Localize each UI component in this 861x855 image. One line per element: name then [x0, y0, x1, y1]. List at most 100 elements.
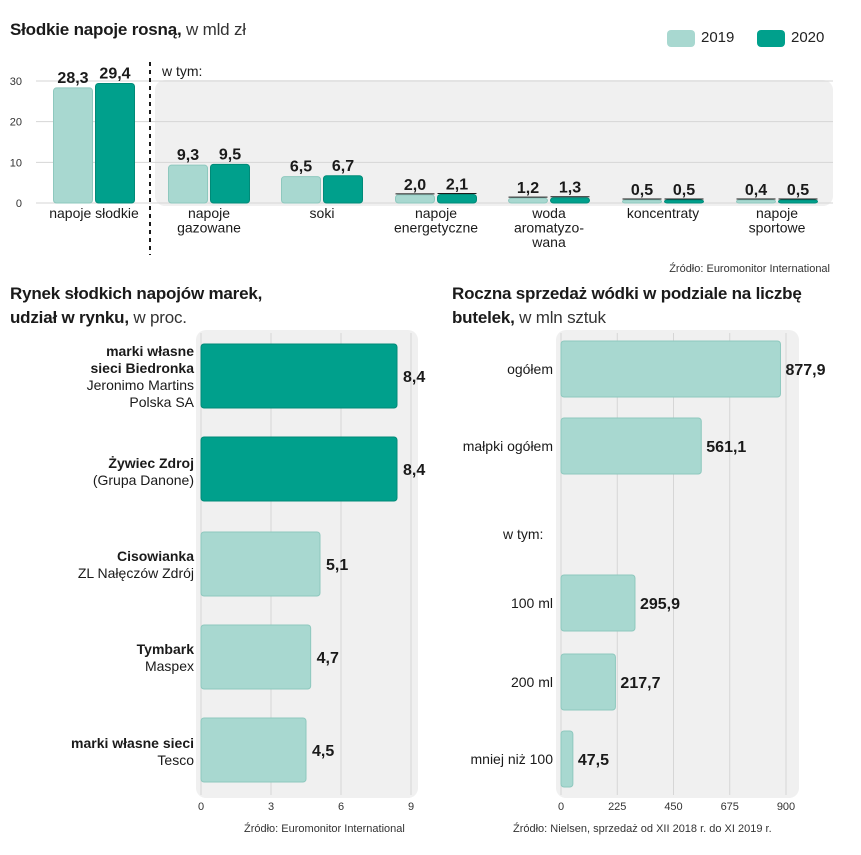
category-label: ogółem [507, 361, 553, 377]
legend-label-2020: 2020 [791, 29, 825, 46]
left-cat5-line1: marki własne sieci [71, 735, 194, 751]
bar-2019 [622, 199, 662, 204]
x-tick-label: 900 [777, 801, 795, 813]
left-cat3-line2: ZL Nałęczów Zdrój [77, 565, 194, 581]
y-tick-label: 20 [10, 117, 22, 129]
data-label: 2,1 [446, 176, 468, 193]
category-label: gazowane [177, 220, 241, 236]
data-label: 1,3 [559, 180, 581, 197]
data-label: 47,5 [578, 752, 609, 769]
data-label: 1,2 [517, 180, 539, 197]
top-title-bold: Słodkie napoje rosną, [10, 20, 182, 39]
bar-2020 [95, 82, 135, 204]
x-tick-label: 0 [198, 801, 204, 813]
category-label: sportowe [749, 220, 806, 236]
data-label: 4,7 [317, 650, 339, 667]
category-label: wana [531, 234, 566, 250]
data-label: 217,7 [620, 675, 660, 692]
bar-2019 [395, 194, 435, 204]
right-source: Źródło: Nielsen, sprzedaż od XII 2018 r.… [513, 823, 772, 835]
bar [200, 343, 398, 409]
bar [200, 531, 321, 597]
data-label: 9,3 [177, 147, 199, 164]
chart-panel-background [556, 330, 799, 798]
category-label: mniej niż 100 [471, 751, 554, 767]
right-w-tym-label: w tym: [503, 526, 544, 542]
left-cat1-line4: Polska SA [129, 394, 194, 410]
y-tick-label: 10 [10, 157, 22, 169]
legend-swatch-2019 [667, 30, 695, 47]
bar-2019 [168, 164, 208, 204]
bar-2020 [210, 163, 250, 204]
left-category-3: Cisowianka ZL Nałęczów Zdrój [0, 548, 194, 582]
data-label: 8,4 [403, 369, 425, 386]
right-title-unit: w mln sztuk [519, 308, 606, 327]
left-category-2: Żywiec Zdroj (Grupa Danone) [0, 455, 194, 489]
category-label: soki [310, 205, 335, 221]
left-category-1: marki własne sieci Biedronka Jeronimo Ma… [0, 343, 194, 411]
left-source: Źródło: Euromonitor International [244, 823, 405, 835]
category-label: koncentraty [627, 205, 699, 221]
left-cat1-line1: marki własne [106, 343, 194, 359]
left-cat3-line1: Cisowianka [116, 548, 194, 564]
bar-2020 [778, 199, 818, 204]
left-chart-title-line2: udział w rynku, w proc. [10, 308, 187, 328]
bar-2019 [53, 87, 93, 204]
bar [560, 574, 636, 632]
bar [200, 717, 307, 783]
category-label: napoje [415, 205, 457, 221]
left-category-4: Tymbark Maspex [0, 641, 194, 675]
x-tick-label: 3 [268, 801, 274, 813]
bar [560, 340, 781, 398]
right-chart-title-line2: butelek, w mln sztuk [452, 308, 606, 328]
category-label: energetyczne [394, 220, 478, 236]
left-cat4-line1: Tymbark [136, 641, 194, 657]
data-label: 5,1 [326, 557, 348, 574]
top-chart: 0 10 20 30 28,3 29,4 napoje słodkie 9,3 9,5 napoj… [10, 62, 833, 255]
x-tick-label: 450 [664, 801, 682, 813]
top-title-unit: w mld zł [186, 20, 246, 39]
left-title-bold: udział w rynku, [10, 308, 129, 327]
data-label: 0,5 [631, 182, 653, 199]
bar-2019 [736, 199, 776, 204]
bar-2020 [664, 199, 704, 204]
data-label: 29,4 [99, 65, 130, 82]
category-label: małpki ogółem [463, 438, 553, 454]
chart-panel-background [155, 80, 833, 206]
left-cat1-line3: Jeronimo Martins [86, 377, 194, 393]
data-label: 0,4 [745, 182, 767, 199]
bar-2019 [281, 176, 321, 204]
left-cat5-line2: Tesco [157, 752, 194, 768]
data-label: 4,5 [312, 743, 334, 760]
bar [560, 730, 574, 788]
category-label: napoje słodkie [49, 205, 139, 221]
category-label: 200 ml [511, 674, 553, 690]
left-category-5: marki własne sieci Tesco [0, 735, 194, 769]
bar-2019 [508, 197, 548, 204]
data-label: 0,5 [673, 182, 695, 199]
bar-2020 [550, 197, 590, 204]
left-title-unit: w proc. [133, 308, 187, 327]
bar [560, 417, 702, 475]
bar-2020 [437, 193, 477, 204]
left-cat4-line2: Maspex [144, 658, 194, 674]
category-label: napoje [188, 205, 230, 221]
category-label: woda [531, 205, 566, 221]
data-label: 0,5 [787, 182, 809, 199]
category-label: napoje [756, 205, 798, 221]
x-tick-label: 225 [608, 801, 626, 813]
x-tick-label: 675 [721, 801, 739, 813]
bar [200, 436, 398, 502]
data-label: 6,5 [290, 159, 312, 176]
data-label: 2,0 [404, 177, 426, 194]
left-cat1-line2: sieci Biedronka [90, 360, 195, 376]
x-tick-label: 9 [408, 801, 414, 813]
bar [200, 624, 312, 690]
right-title-bold: butelek, [452, 308, 515, 327]
x-tick-label: 0 [558, 801, 564, 813]
top-w-tym-label: w tym: [162, 63, 203, 79]
data-label: 877,9 [785, 362, 825, 379]
data-label: 9,5 [219, 146, 241, 163]
left-chart-title-line1: Rynek słodkich napojów marek, [10, 284, 263, 303]
